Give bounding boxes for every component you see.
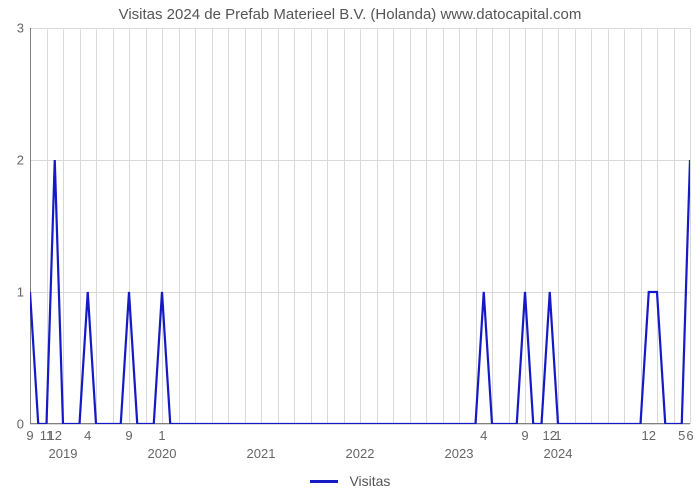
x-year-label: 2023: [445, 446, 474, 461]
y-tick-label: 1: [17, 285, 24, 300]
x-year-label: 2022: [346, 446, 375, 461]
x-month-label: 12: [48, 428, 62, 443]
x-month-label: 5: [678, 428, 685, 443]
chart-legend: Visitas: [0, 472, 700, 489]
y-tick-label: 2: [17, 153, 24, 168]
x-month-label: 12: [642, 428, 656, 443]
x-year-label: 2019: [49, 446, 78, 461]
x-month-label: 1: [158, 428, 165, 443]
x-month-label: 1: [554, 428, 561, 443]
grid-line-vertical: [690, 28, 691, 424]
x-month-label: 4: [480, 428, 487, 443]
x-month-label: 9: [125, 428, 132, 443]
y-tick-label: 0: [17, 417, 24, 432]
x-month-label: 4: [84, 428, 91, 443]
x-year-label: 2021: [247, 446, 276, 461]
legend-label: Visitas: [349, 473, 390, 489]
x-month-label: 9: [521, 428, 528, 443]
x-month-label: 6: [686, 428, 693, 443]
series-line: [30, 28, 690, 424]
x-month-label: 9: [26, 428, 33, 443]
grid-line-horizontal: [30, 424, 690, 425]
plot-area: 0123911124914912112562019202020212022202…: [30, 28, 690, 424]
x-year-label: 2024: [544, 446, 573, 461]
chart-title: Visitas 2024 de Prefab Materieel B.V. (H…: [0, 6, 700, 23]
legend-swatch: [310, 480, 338, 483]
visits-chart: Visitas 2024 de Prefab Materieel B.V. (H…: [0, 0, 700, 500]
y-tick-label: 3: [17, 21, 24, 36]
x-year-label: 2020: [148, 446, 177, 461]
